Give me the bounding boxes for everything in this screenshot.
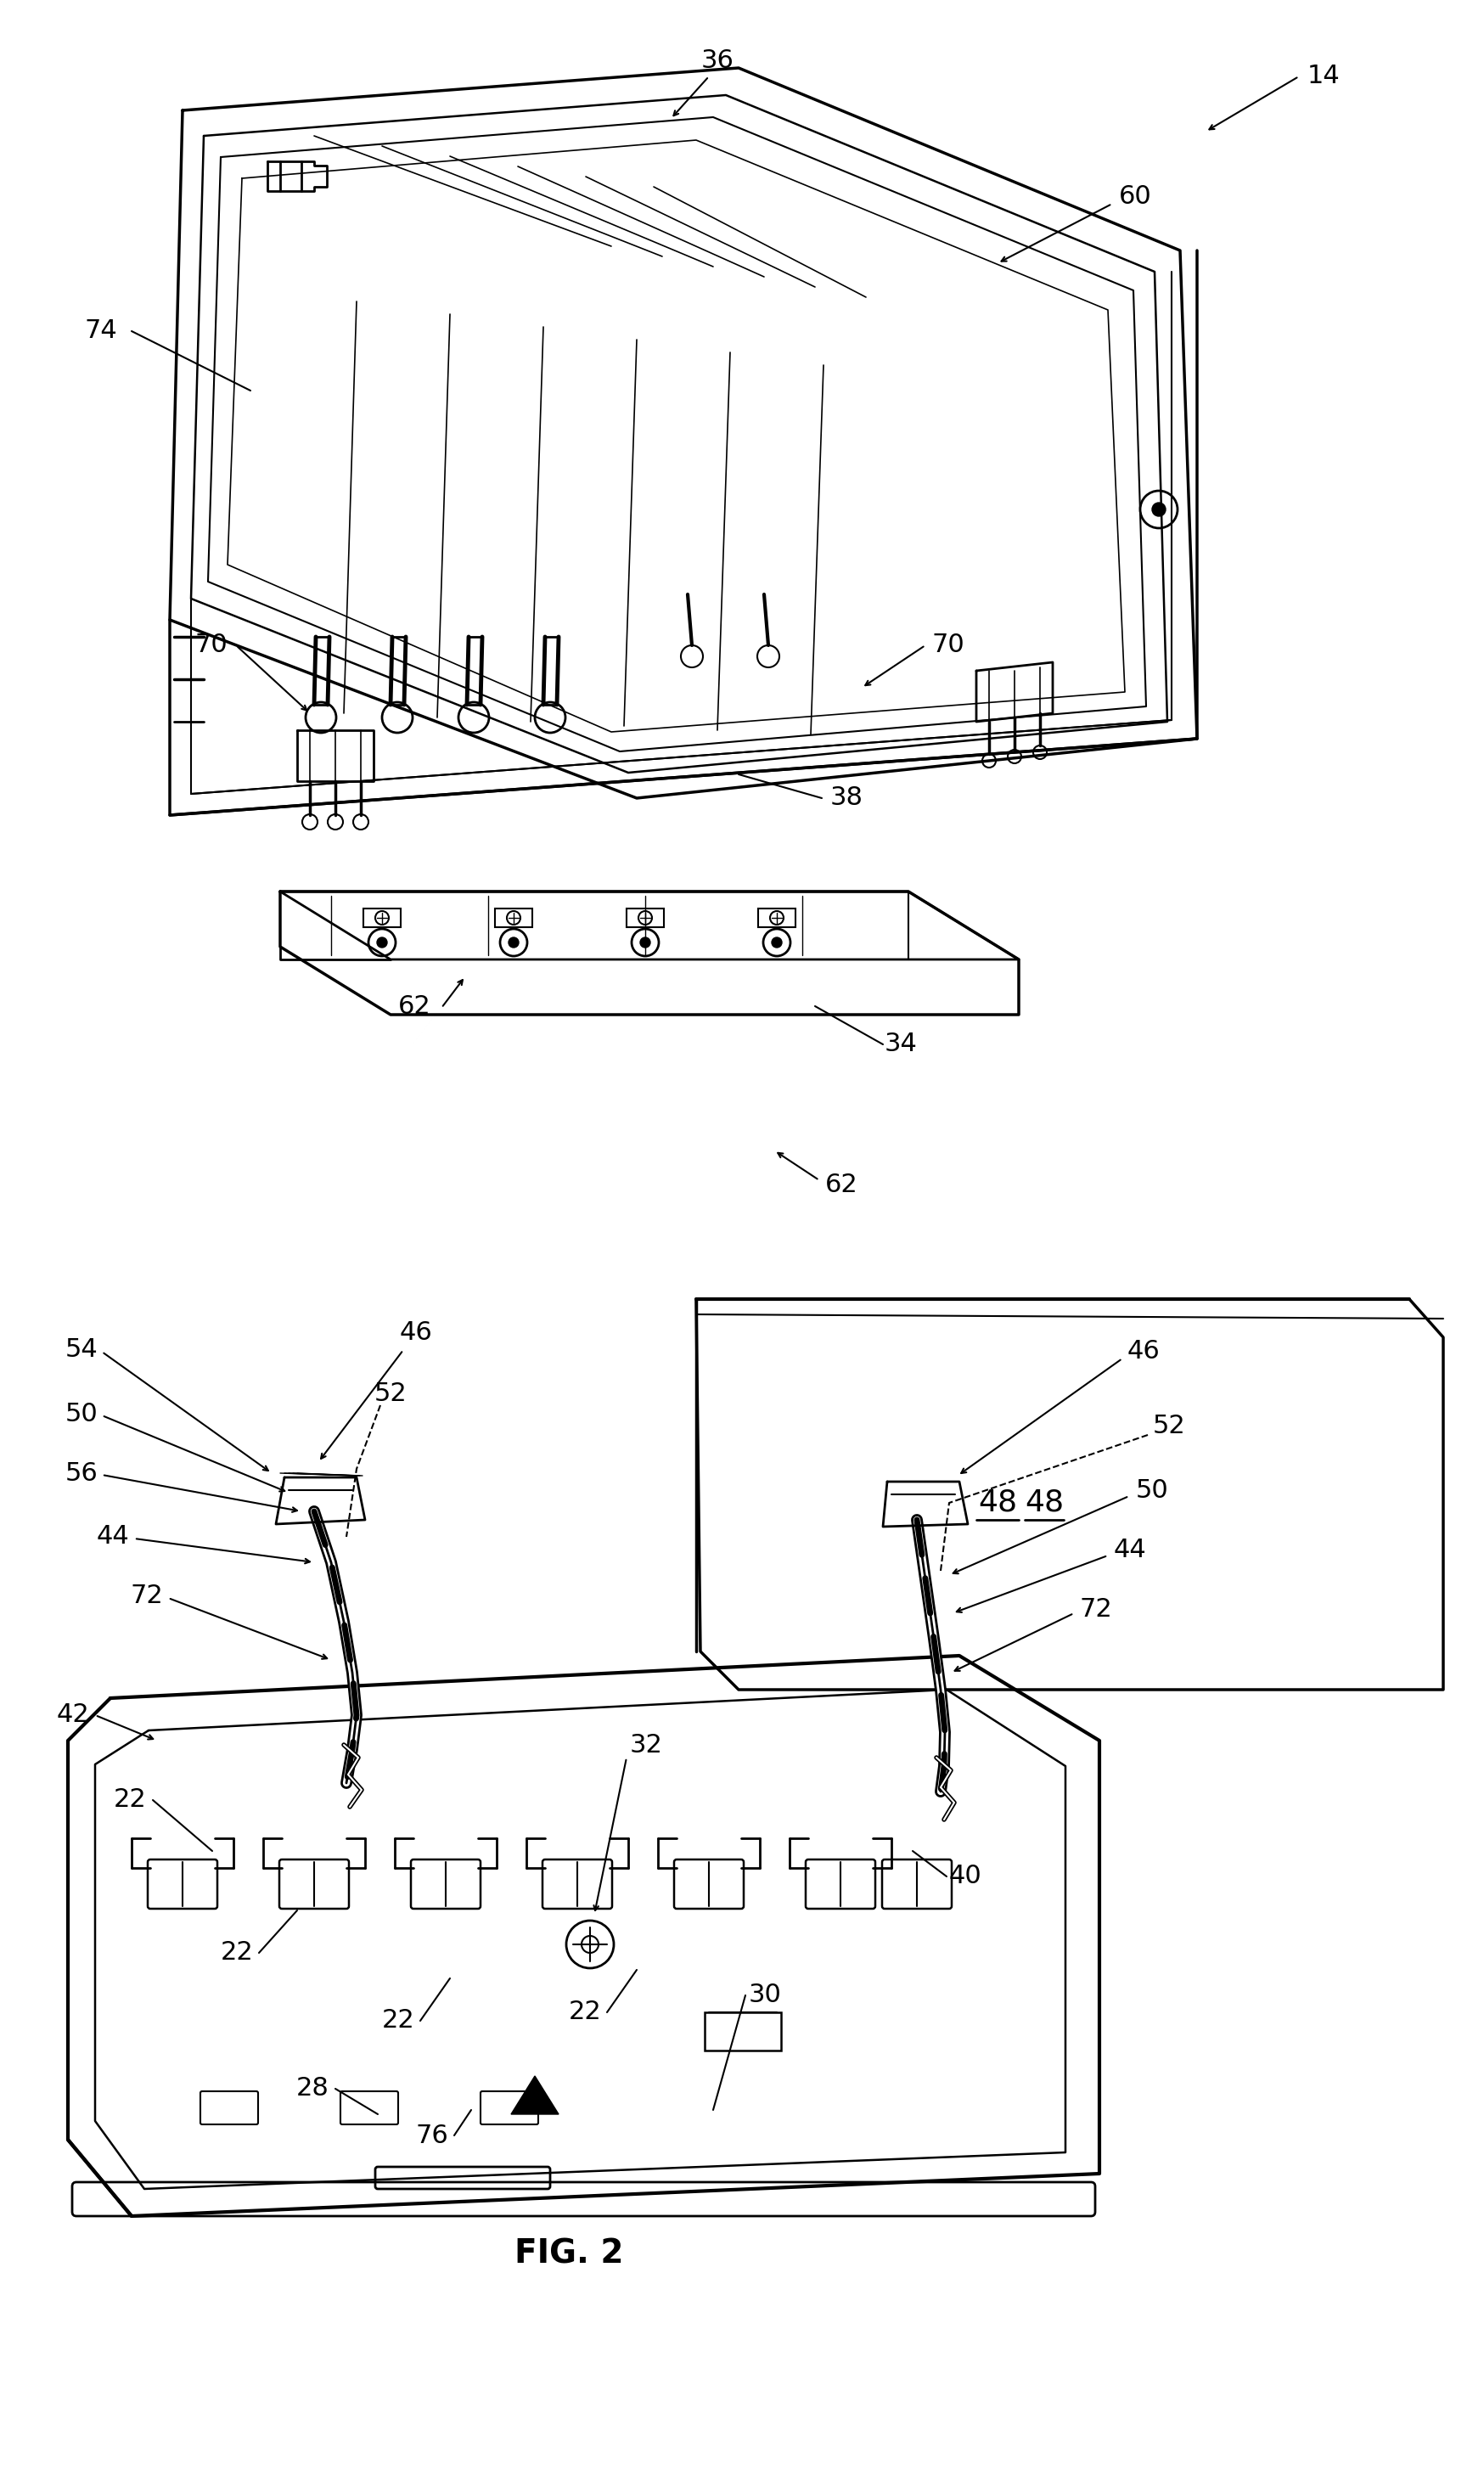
Text: 60: 60 [1119, 184, 1152, 208]
Circle shape [1152, 504, 1165, 516]
Text: 22: 22 [381, 2010, 414, 2032]
Text: 62: 62 [825, 1171, 858, 1196]
Text: 50: 50 [65, 1402, 98, 1427]
Text: 70: 70 [194, 633, 227, 657]
Circle shape [772, 938, 782, 948]
Text: 72: 72 [1080, 1598, 1113, 1620]
Text: 44: 44 [1114, 1538, 1147, 1563]
Bar [496, 908, 533, 928]
Text: 44: 44 [96, 1523, 129, 1548]
Circle shape [377, 938, 387, 948]
Text: 30: 30 [749, 1982, 782, 2007]
Text: FIG. 2: FIG. 2 [515, 2238, 623, 2270]
Text: 48: 48 [978, 1489, 1017, 1518]
Text: 52: 52 [374, 1382, 407, 1407]
Text: 72: 72 [131, 1583, 163, 1608]
Circle shape [509, 938, 519, 948]
Bar [705, 2012, 781, 2049]
Text: 14: 14 [1307, 65, 1340, 89]
Circle shape [640, 938, 650, 948]
Text: 74: 74 [85, 320, 117, 342]
Text: 36: 36 [700, 50, 735, 74]
Text: 38: 38 [830, 786, 864, 811]
Text: 22: 22 [568, 2000, 601, 2024]
Text: 56: 56 [65, 1461, 98, 1486]
Text: 40: 40 [950, 1863, 982, 1888]
Bar [626, 908, 663, 928]
Text: 46: 46 [399, 1320, 432, 1345]
Text: 48: 48 [1024, 1489, 1064, 1518]
Text: 62: 62 [398, 995, 432, 1020]
Text: 50: 50 [1135, 1479, 1169, 1503]
Text: 70: 70 [932, 633, 965, 657]
Text: 46: 46 [1128, 1340, 1160, 1365]
Text: 42: 42 [56, 1702, 89, 1727]
Text: 54: 54 [65, 1337, 98, 1362]
Bar [758, 908, 795, 928]
Text: 34: 34 [884, 1032, 917, 1057]
Text: 76: 76 [416, 2124, 448, 2149]
Bar [364, 908, 401, 928]
Text: 52: 52 [1153, 1414, 1186, 1439]
Text: 22: 22 [113, 1789, 145, 1811]
Text: 22: 22 [220, 1940, 252, 1965]
Text: 28: 28 [297, 2077, 329, 2101]
Text: 32: 32 [629, 1732, 663, 1757]
Polygon shape [510, 2077, 558, 2114]
